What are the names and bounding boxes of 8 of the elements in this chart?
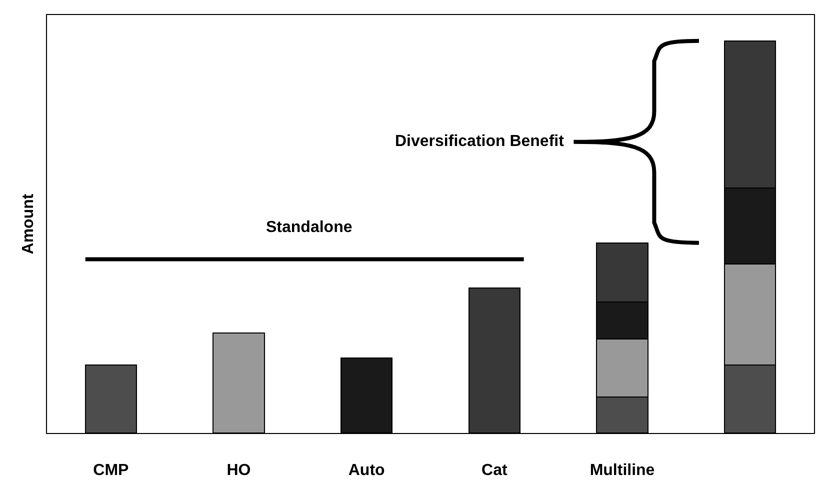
x-tick-label: Auto (348, 462, 386, 480)
x-tick-label: HO (226, 462, 251, 480)
ref-line-label: Standalone (266, 219, 352, 236)
x-tick-label: Cat (482, 462, 508, 480)
y-axis-title: Amount (20, 193, 37, 254)
x-tick-label: CMP (93, 462, 130, 480)
x-tick-label: Multiline (590, 462, 655, 480)
annotation: Diversification Benefit (395, 133, 565, 150)
